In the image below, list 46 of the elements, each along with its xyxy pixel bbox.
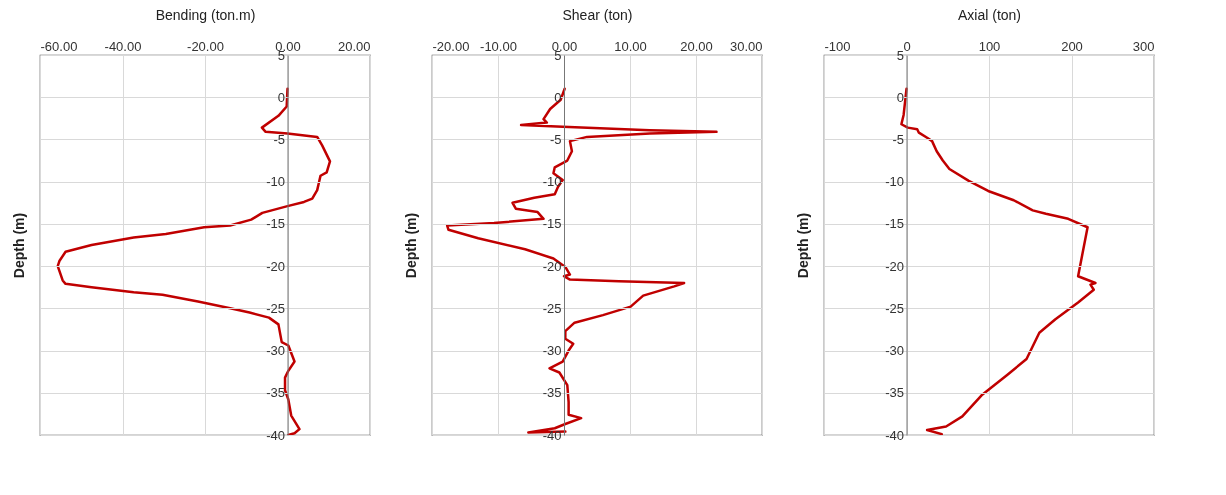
x-tick-label: 10.00 — [614, 38, 647, 54]
y-tick-label: -25 — [885, 300, 904, 316]
y-tick-label: -35 — [542, 385, 562, 401]
y-tick-label: -10 — [266, 174, 285, 190]
y-tick-label: -5 — [549, 131, 562, 147]
y-tick-label: -30 — [542, 343, 562, 359]
y-tick-label: -20 — [266, 258, 285, 274]
x-tick-label: -10.00 — [480, 38, 517, 54]
x-tick-label: -100 — [824, 38, 851, 54]
y-tick-label: -35 — [885, 385, 904, 401]
y-tick-label: -40 — [885, 427, 904, 443]
y-tick-label: -25 — [542, 300, 562, 316]
y-tick-label: -20 — [885, 258, 904, 274]
y-tick-label: 5 — [896, 47, 904, 63]
x-tick-label: -20.00 — [432, 38, 470, 54]
x-tick-label: 20.00 — [680, 38, 713, 54]
x-axis-title: Bending (ton.m) — [155, 6, 256, 23]
x-tick-label: 100 — [978, 38, 1001, 54]
x-tick-label: -40.00 — [104, 38, 142, 54]
x-tick-label: 20.00 — [337, 38, 371, 54]
y-tick-label: -30 — [266, 343, 285, 359]
y-tick-label: 0 — [554, 89, 562, 105]
y-tick-label: -5 — [892, 131, 904, 147]
y-tick-label: -15 — [885, 216, 904, 232]
y-tick-label: 0 — [277, 89, 285, 105]
y-axis-title: Depth (m) — [10, 212, 27, 279]
y-tick-label: -35 — [266, 385, 285, 401]
y-tick-label: -15 — [266, 216, 285, 232]
x-tick-label: -20.00 — [187, 38, 224, 54]
y-tick-label: -5 — [273, 131, 285, 147]
y-tick-label: -10 — [885, 174, 904, 190]
y-tick-label: -10 — [542, 174, 562, 190]
x-tick-label: 30.00 — [729, 38, 763, 54]
y-tick-label: -30 — [885, 343, 904, 359]
y-tick-label: -15 — [542, 216, 562, 232]
y-tick-label: -20 — [542, 258, 562, 274]
x-tick-label: -60.00 — [40, 38, 78, 54]
x-tick-label: 300 — [1132, 38, 1155, 54]
x-axis-title: Shear (ton) — [562, 6, 633, 23]
x-axis-title: Axial (ton) — [957, 6, 1022, 23]
y-tick-label: -25 — [266, 300, 285, 316]
y-tick-label: 0 — [896, 89, 904, 105]
y-axis-title: Depth (m) — [402, 212, 419, 279]
y-axis-title: Depth (m) — [794, 212, 811, 279]
x-tick-label: 200 — [1061, 38, 1083, 54]
y-tick-label: -40 — [266, 427, 285, 443]
